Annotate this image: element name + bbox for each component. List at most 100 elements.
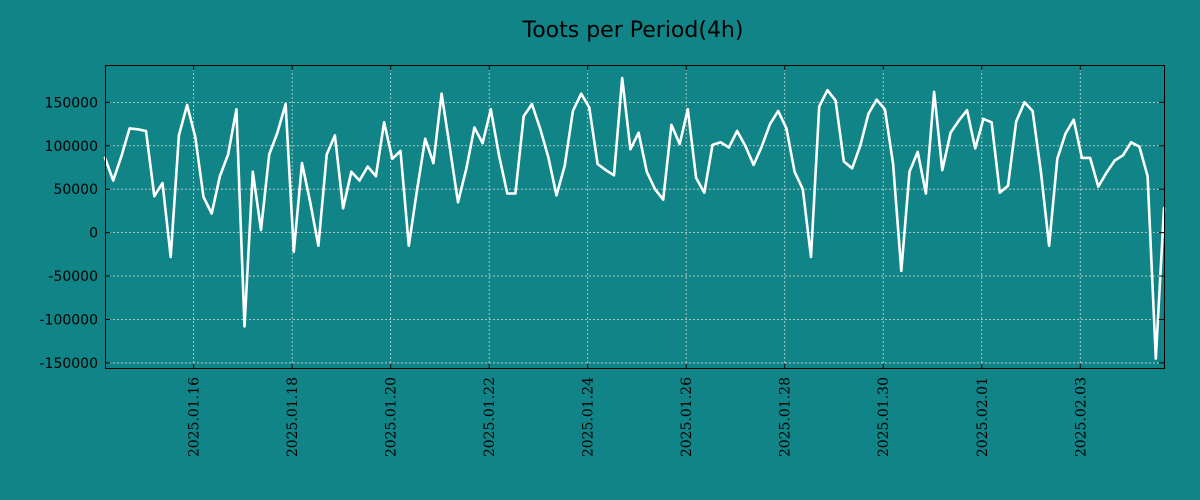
data-point bbox=[218, 174, 222, 178]
data-point bbox=[785, 127, 788, 130]
data-point bbox=[226, 153, 230, 156]
data-point bbox=[309, 201, 312, 204]
data-point bbox=[596, 162, 599, 166]
data-point bbox=[867, 112, 870, 115]
data-point bbox=[1097, 185, 1100, 188]
y-tick-label: -50000 bbox=[48, 269, 98, 285]
data-point bbox=[284, 102, 287, 106]
ticks: 150000 100000 50000 0 -50000 -100000 -150000 20… bbox=[40, 65, 1164, 457]
data-point bbox=[1113, 159, 1116, 162]
data-point bbox=[538, 127, 542, 130]
data-point bbox=[1064, 132, 1067, 135]
data-point bbox=[161, 181, 164, 185]
x-tick-label: 2025.02.01 bbox=[975, 377, 991, 457]
data-point bbox=[670, 123, 673, 127]
data-point bbox=[1138, 145, 1141, 148]
data-point bbox=[440, 92, 443, 95]
y-tick-label: -100000 bbox=[40, 312, 99, 328]
data-point bbox=[1047, 244, 1051, 247]
data-point bbox=[694, 176, 698, 180]
data-point bbox=[793, 170, 796, 174]
data-point bbox=[391, 157, 394, 161]
data-point bbox=[1105, 171, 1108, 174]
data-point bbox=[292, 250, 295, 253]
data-point bbox=[916, 150, 919, 154]
data-point bbox=[473, 126, 476, 129]
data-point bbox=[1088, 156, 1092, 160]
data-point bbox=[932, 90, 936, 94]
data-point bbox=[194, 135, 197, 139]
data-point bbox=[711, 143, 714, 147]
data-point bbox=[1031, 109, 1034, 113]
data-point bbox=[949, 131, 952, 134]
data-point bbox=[965, 108, 969, 112]
data-point bbox=[760, 145, 763, 148]
data-point bbox=[243, 325, 246, 328]
data-point bbox=[374, 174, 378, 178]
data-point bbox=[768, 122, 772, 126]
data-point bbox=[727, 146, 731, 149]
data-point bbox=[169, 255, 172, 259]
data-point bbox=[776, 109, 780, 113]
data-point bbox=[957, 119, 960, 122]
data-point bbox=[982, 117, 985, 121]
data-point bbox=[809, 255, 813, 259]
data-point bbox=[333, 134, 337, 137]
data-point bbox=[399, 149, 402, 153]
data-point bbox=[571, 109, 575, 113]
data-point bbox=[415, 189, 419, 193]
data-point bbox=[1146, 174, 1149, 178]
data-point bbox=[908, 170, 911, 174]
y-tick-label: 0 bbox=[89, 226, 98, 242]
data-point bbox=[875, 98, 878, 101]
chart-title: Toots per Period(4h) bbox=[522, 18, 744, 43]
data-point bbox=[1080, 156, 1084, 160]
data-point bbox=[300, 161, 304, 165]
data-point bbox=[1006, 184, 1010, 187]
series-line-toots bbox=[103, 76, 1166, 360]
data-point bbox=[489, 108, 493, 111]
series-layer bbox=[103, 76, 1166, 360]
data-point bbox=[735, 129, 739, 133]
data-point bbox=[645, 170, 649, 174]
data-point bbox=[136, 128, 140, 131]
data-point bbox=[612, 174, 616, 177]
data-point bbox=[653, 188, 657, 191]
data-point bbox=[1121, 154, 1125, 157]
data-point bbox=[604, 168, 607, 172]
data-point bbox=[1056, 157, 1059, 161]
data-point bbox=[177, 134, 181, 137]
data-point bbox=[637, 131, 640, 134]
data-point bbox=[941, 168, 944, 172]
data-point bbox=[350, 170, 353, 174]
data-point bbox=[924, 192, 928, 195]
data-point bbox=[900, 269, 903, 273]
data-point bbox=[719, 141, 722, 144]
data-point bbox=[153, 194, 156, 198]
data-point bbox=[620, 76, 624, 80]
data-point bbox=[317, 244, 320, 247]
data-point bbox=[563, 164, 566, 167]
y-tick-label: 100000 bbox=[45, 139, 98, 155]
data-point bbox=[276, 131, 279, 134]
data-point bbox=[826, 88, 829, 92]
data-point bbox=[267, 153, 271, 156]
data-point bbox=[1072, 118, 1075, 121]
data-point bbox=[366, 165, 369, 168]
data-point bbox=[891, 162, 895, 166]
data-point bbox=[251, 170, 254, 174]
data-point bbox=[850, 167, 854, 170]
data-point bbox=[522, 115, 525, 118]
data-point bbox=[259, 228, 263, 232]
data-point bbox=[456, 201, 460, 204]
x-tick-label: 2025.01.22 bbox=[482, 377, 498, 457]
data-point bbox=[202, 195, 205, 199]
data-point bbox=[407, 244, 410, 247]
data-point bbox=[112, 179, 115, 182]
data-point bbox=[801, 188, 805, 191]
data-point bbox=[686, 108, 690, 111]
x-tick-label: 2025.01.24 bbox=[581, 377, 597, 457]
data-point bbox=[1129, 141, 1133, 144]
data-point bbox=[555, 194, 558, 197]
